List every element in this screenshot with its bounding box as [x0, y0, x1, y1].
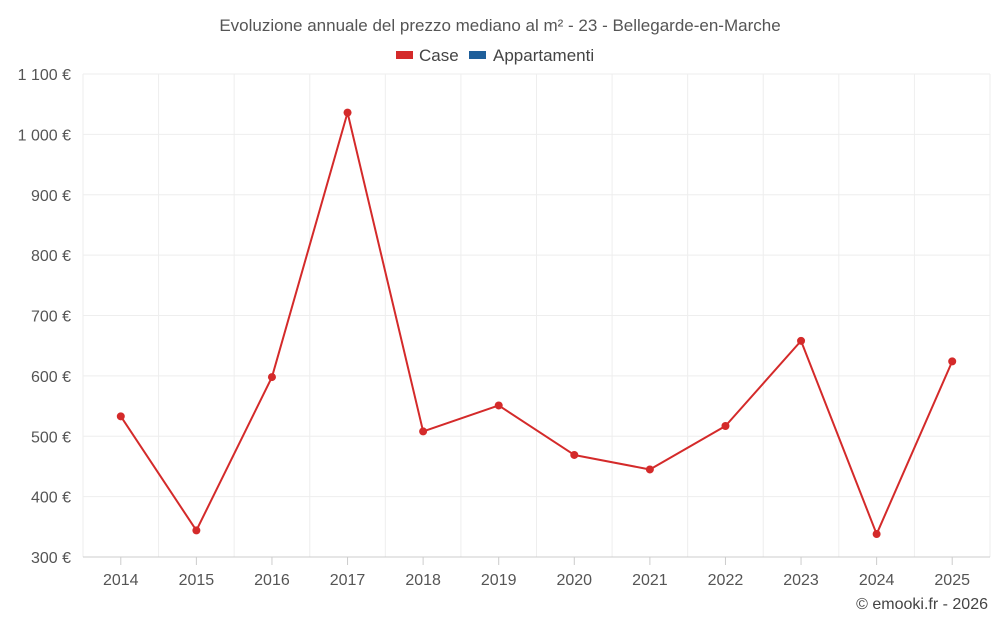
- legend-label-case[interactable]: Case: [419, 46, 459, 65]
- data-point-case-2015[interactable]: [192, 526, 201, 535]
- y-tick-label-300: 300 €: [31, 550, 71, 567]
- x-tick-label-2018: 2018: [405, 572, 441, 589]
- y-tick-label-700: 700 €: [31, 309, 71, 326]
- data-point-case-2023[interactable]: [797, 336, 806, 345]
- x-tick-label-2020: 2020: [556, 572, 592, 589]
- data-point-case-2018[interactable]: [419, 427, 428, 436]
- data-point-case-2025[interactable]: [948, 357, 957, 366]
- x-tick-label-2019: 2019: [481, 572, 517, 589]
- chart-title: Evoluzione annuale del prezzo mediano al…: [219, 16, 780, 35]
- data-point-case-2016[interactable]: [267, 373, 276, 382]
- y-tick-label-1000: 1 000 €: [18, 127, 71, 144]
- data-point-case-2017[interactable]: [343, 108, 352, 117]
- y-tick-label-800: 800 €: [31, 248, 71, 265]
- x-tick-label-2021: 2021: [632, 572, 668, 589]
- credit-text[interactable]: © emooki.fr - 2026: [856, 596, 988, 613]
- y-tick-label-500: 500 €: [31, 429, 71, 446]
- axes: 300 € 400 € 500 € 600 € 700 € 800 € 900 € 1 000…: [18, 67, 990, 589]
- legend-swatch-appartamenti: [469, 51, 486, 59]
- x-tick-label-2014: 2014: [103, 572, 139, 589]
- data-point-case-2020[interactable]: [570, 450, 579, 459]
- y-tick-label-600: 600 €: [31, 369, 71, 386]
- x-tick-label-2017: 2017: [330, 572, 366, 589]
- y-tick-label-900: 900 €: [31, 188, 71, 205]
- series: [116, 108, 957, 539]
- x-tick-label-2016: 2016: [254, 572, 290, 589]
- legend-swatch-case: [396, 51, 413, 59]
- data-point-case-2022[interactable]: [721, 421, 730, 430]
- y-tick-label-400: 400 €: [31, 490, 71, 507]
- x-tick-label-2015: 2015: [179, 572, 215, 589]
- data-point-case-2021[interactable]: [645, 465, 654, 474]
- x-tick-label-2023: 2023: [783, 572, 819, 589]
- x-tick-label-2022: 2022: [708, 572, 744, 589]
- data-point-case-2014[interactable]: [116, 412, 125, 421]
- grid: [82, 73, 991, 557]
- data-point-case-2019[interactable]: [494, 401, 503, 410]
- x-tick-label-2025: 2025: [934, 572, 970, 589]
- legend-label-appartamenti[interactable]: Appartamenti: [493, 46, 594, 65]
- y-tick-label-1100: 1 100 €: [18, 67, 71, 84]
- x-tick-label-2024: 2024: [859, 572, 895, 589]
- data-point-case-2024[interactable]: [872, 530, 881, 539]
- legend: Case Appartamenti: [396, 46, 594, 65]
- series-line-case: [119, 111, 954, 536]
